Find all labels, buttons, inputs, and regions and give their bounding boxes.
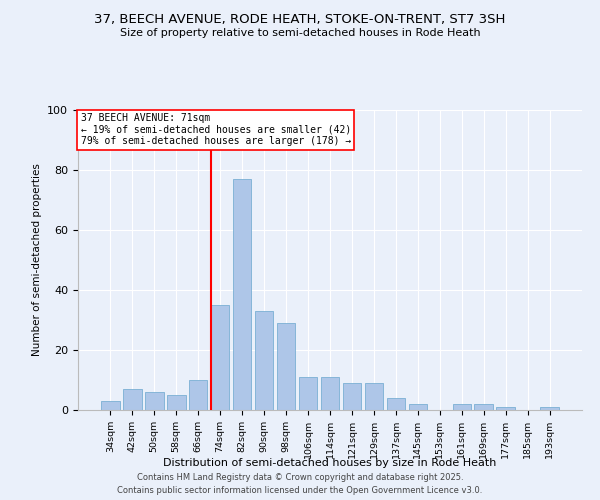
- Bar: [189, 380, 208, 410]
- Text: 37 BEECH AVENUE: 71sqm
← 19% of semi-detached houses are smaller (42)
79% of sem: 37 BEECH AVENUE: 71sqm ← 19% of semi-det…: [80, 113, 351, 146]
- Bar: [343, 383, 361, 410]
- Bar: [409, 404, 427, 410]
- Bar: [123, 389, 142, 410]
- Bar: [475, 404, 493, 410]
- Bar: [299, 377, 317, 410]
- Text: Size of property relative to semi-detached houses in Rode Heath: Size of property relative to semi-detach…: [119, 28, 481, 38]
- Bar: [320, 377, 340, 410]
- Bar: [145, 392, 164, 410]
- Text: Distribution of semi-detached houses by size in Rode Heath: Distribution of semi-detached houses by …: [163, 458, 497, 468]
- Bar: [211, 305, 229, 410]
- Bar: [386, 398, 405, 410]
- Bar: [167, 395, 185, 410]
- Text: 37, BEECH AVENUE, RODE HEATH, STOKE-ON-TRENT, ST7 3SH: 37, BEECH AVENUE, RODE HEATH, STOKE-ON-T…: [94, 12, 506, 26]
- Bar: [277, 323, 295, 410]
- Bar: [101, 401, 119, 410]
- Bar: [496, 407, 515, 410]
- Bar: [255, 311, 274, 410]
- Bar: [233, 179, 251, 410]
- Bar: [541, 407, 559, 410]
- Bar: [452, 404, 471, 410]
- Bar: [365, 383, 383, 410]
- Y-axis label: Number of semi-detached properties: Number of semi-detached properties: [32, 164, 42, 356]
- Text: Contains HM Land Registry data © Crown copyright and database right 2025.
Contai: Contains HM Land Registry data © Crown c…: [118, 474, 482, 495]
